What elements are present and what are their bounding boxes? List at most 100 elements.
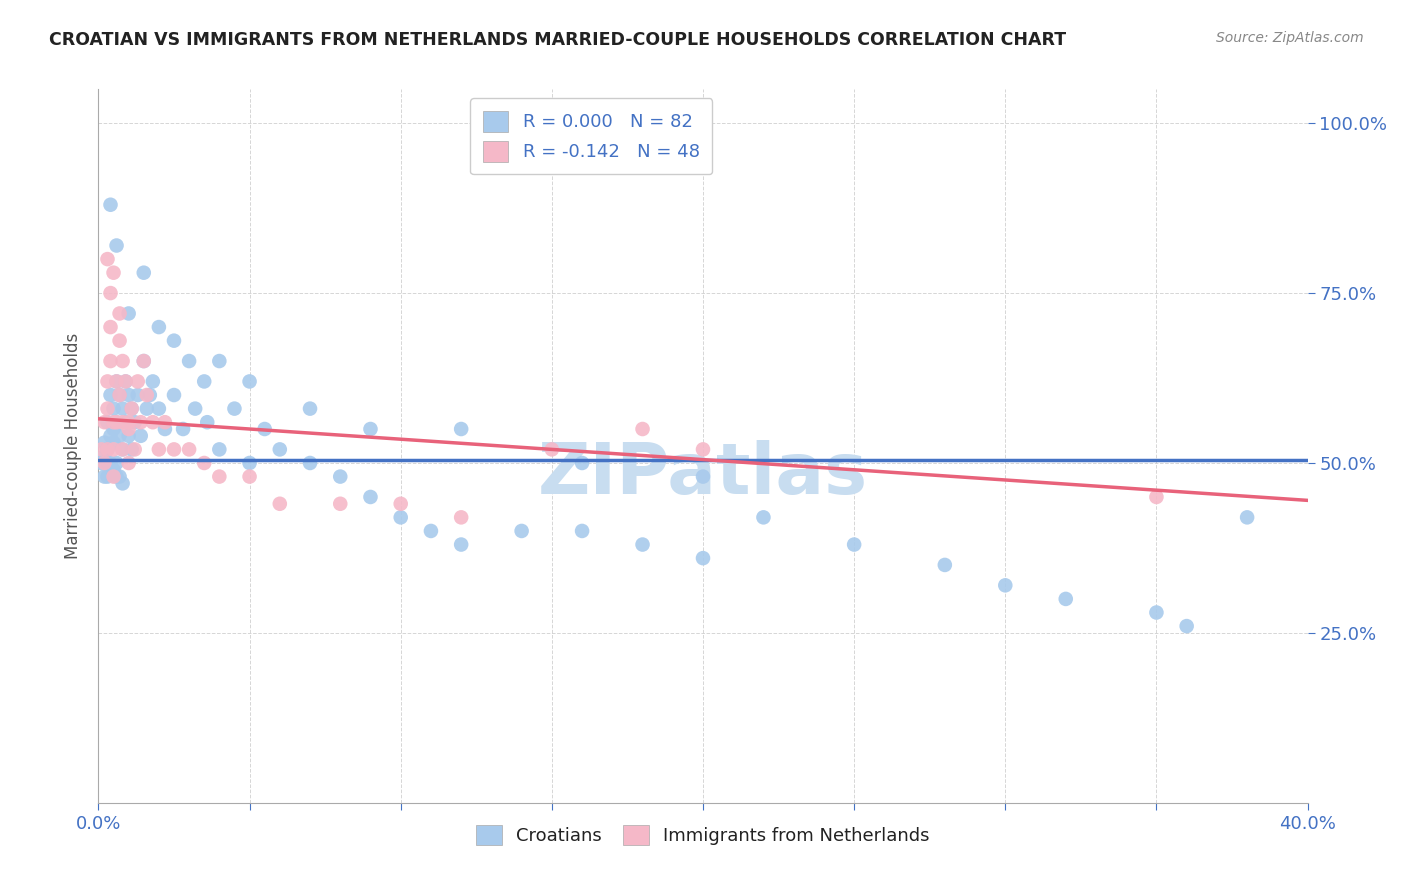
Point: [195, 415, 218, 429]
Point: [148, 320, 170, 334]
Point: [124, 415, 146, 429]
Point: [118, 306, 141, 320]
Point: [631, 422, 654, 436]
Point: [389, 497, 412, 511]
Point: [450, 422, 472, 436]
Point: [132, 354, 155, 368]
Point: [111, 354, 134, 368]
Point: [100, 286, 122, 301]
Point: [208, 469, 231, 483]
Point: [108, 306, 131, 320]
Point: [1144, 490, 1167, 504]
Point: [105, 415, 128, 429]
Point: [132, 354, 155, 368]
Point: [93, 469, 115, 483]
Point: [571, 524, 593, 538]
Point: [360, 490, 382, 504]
Text: ZIPatlas: ZIPatlas: [538, 440, 868, 509]
Point: [96, 375, 118, 389]
Point: [111, 415, 134, 429]
Point: [103, 415, 125, 429]
Point: [100, 198, 122, 212]
Point: [100, 320, 122, 334]
Point: [510, 524, 533, 538]
Point: [118, 422, 141, 436]
Point: [114, 375, 136, 389]
Point: [135, 401, 157, 416]
Point: [844, 537, 866, 551]
Point: [105, 238, 128, 252]
Point: [100, 456, 122, 470]
Point: [1144, 606, 1167, 620]
Point: [224, 401, 246, 416]
Point: [299, 456, 322, 470]
Point: [96, 252, 118, 266]
Point: [540, 442, 562, 457]
Point: [389, 510, 412, 524]
Point: [103, 266, 125, 280]
Point: [93, 456, 115, 470]
Point: [269, 497, 291, 511]
Point: [96, 469, 118, 483]
Point: [93, 435, 115, 450]
Point: [193, 456, 215, 470]
Text: CROATIAN VS IMMIGRANTS FROM NETHERLANDS MARRIED-COUPLE HOUSEHOLDS CORRELATION CH: CROATIAN VS IMMIGRANTS FROM NETHERLANDS …: [49, 31, 1066, 49]
Point: [163, 334, 186, 348]
Point: [148, 442, 170, 457]
Point: [105, 415, 128, 429]
Point: [148, 401, 170, 416]
Point: [329, 469, 352, 483]
Text: Source: ZipAtlas.com: Source: ZipAtlas.com: [1216, 31, 1364, 45]
Point: [100, 354, 122, 368]
Point: [118, 429, 141, 443]
Point: [103, 469, 125, 483]
Point: [692, 442, 714, 457]
Point: [108, 388, 131, 402]
Point: [105, 469, 128, 483]
Point: [571, 456, 593, 470]
Y-axis label: Married-couple Households: Married-couple Households: [63, 333, 82, 559]
Point: [994, 578, 1017, 592]
Point: [450, 537, 472, 551]
Point: [90, 456, 112, 470]
Point: [108, 334, 131, 348]
Point: [692, 551, 714, 566]
Point: [239, 375, 262, 389]
Point: [631, 537, 654, 551]
Point: [103, 401, 125, 416]
Point: [121, 401, 143, 416]
Point: [163, 388, 186, 402]
Point: [692, 469, 714, 483]
Point: [752, 510, 775, 524]
Point: [93, 415, 115, 429]
Point: [124, 442, 146, 457]
Point: [100, 388, 122, 402]
Point: [239, 456, 262, 470]
Point: [420, 524, 443, 538]
Point: [96, 442, 118, 457]
Point: [208, 442, 231, 457]
Point: [129, 415, 152, 429]
Point: [96, 442, 118, 457]
Point: [114, 375, 136, 389]
Point: [127, 375, 149, 389]
Point: [121, 401, 143, 416]
Point: [450, 510, 472, 524]
Point: [269, 442, 291, 457]
Point: [111, 401, 134, 416]
Point: [93, 449, 115, 463]
Point: [118, 388, 141, 402]
Point: [105, 456, 128, 470]
Point: [129, 429, 152, 443]
Point: [934, 558, 956, 572]
Point: [153, 415, 176, 429]
Point: [179, 442, 201, 457]
Point: [163, 442, 186, 457]
Point: [118, 415, 141, 429]
Point: [360, 422, 382, 436]
Point: [139, 388, 162, 402]
Point: [105, 375, 128, 389]
Point: [108, 429, 131, 443]
Point: [103, 442, 125, 457]
Point: [329, 497, 352, 511]
